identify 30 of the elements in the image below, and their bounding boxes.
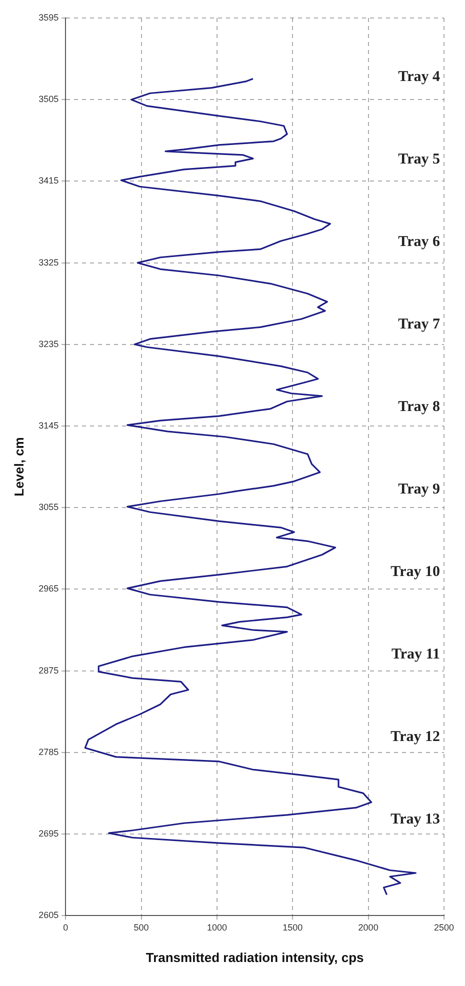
annotation: Tray 5 xyxy=(398,152,440,168)
y-tick-label: 3595 xyxy=(38,12,59,22)
annotation: Tray 13 xyxy=(390,812,440,828)
y-tick-label: 3325 xyxy=(38,257,59,268)
y-tick-label: 3505 xyxy=(38,94,59,104)
y-tick-label: 3145 xyxy=(38,420,59,430)
y-tick-label: 2965 xyxy=(38,584,59,594)
x-tick-label: 500 xyxy=(134,922,149,932)
y-tick-label: 3415 xyxy=(38,176,59,186)
y-tick-label: 2695 xyxy=(38,828,59,838)
annotation: Tray 8 xyxy=(398,399,440,416)
y-tick-label: 2875 xyxy=(38,665,59,676)
annotation: Tray 6 xyxy=(398,234,440,250)
x-axis-title: Transmitted radiation intensity, cps xyxy=(146,950,364,965)
x-tick-label: 0 xyxy=(63,922,68,932)
annotation: Tray 4 xyxy=(398,69,440,86)
annotation: Tray 7 xyxy=(398,316,440,333)
x-tick-label: 2500 xyxy=(434,922,454,932)
annotation: Tray 11 xyxy=(392,646,440,663)
y-tick-label: 3055 xyxy=(38,502,59,512)
annotation: Tray 12 xyxy=(390,729,440,746)
x-tick-label: 2000 xyxy=(358,922,378,932)
x-tick-label: 1500 xyxy=(282,922,303,932)
y-tick-label: 3235 xyxy=(38,338,59,349)
x-tick-label: 1000 xyxy=(206,922,227,932)
y-tick-label: 2785 xyxy=(38,746,59,757)
y-axis-title: Level, cm xyxy=(11,437,26,496)
annotation: Tray 10 xyxy=(390,564,440,580)
y-tick-label: 2605 xyxy=(38,910,59,920)
annotation: Tray 9 xyxy=(398,482,440,498)
